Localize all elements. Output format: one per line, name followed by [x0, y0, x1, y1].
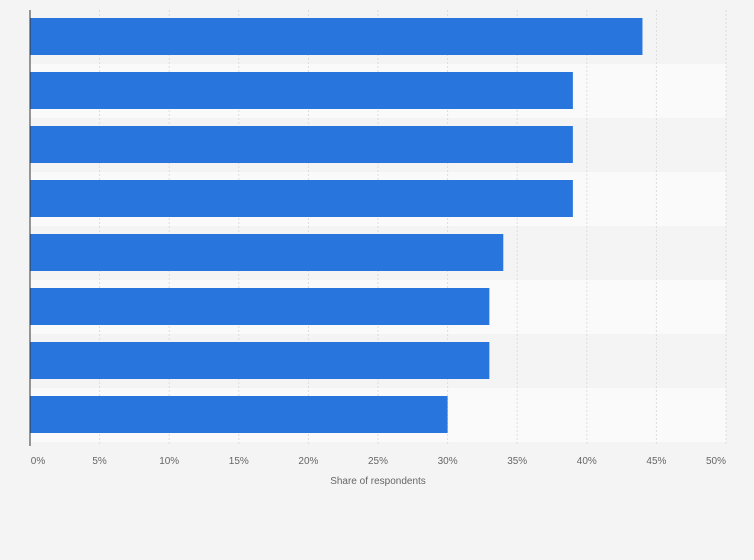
bar[interactable]	[30, 288, 490, 325]
x-tick-label: 20%	[298, 456, 318, 467]
bars	[30, 18, 643, 433]
bar[interactable]	[30, 396, 448, 433]
x-tick-label: 10%	[159, 456, 179, 467]
bar[interactable]	[30, 18, 643, 55]
x-tick-label: 50%	[706, 456, 726, 467]
x-axis-title: Share of respondents	[330, 476, 426, 487]
x-tick-label: 30%	[438, 456, 458, 467]
x-tick-label: 5%	[92, 456, 107, 467]
x-tick-label: 45%	[646, 456, 666, 467]
x-tick-label: 25%	[368, 456, 388, 467]
x-tick-label: 35%	[507, 456, 527, 467]
bar[interactable]	[30, 234, 504, 271]
x-tick-label: 0%	[31, 456, 46, 467]
bar[interactable]	[30, 72, 573, 109]
bar[interactable]	[30, 126, 573, 163]
bar[interactable]	[30, 342, 490, 379]
x-axis-ticks: 0% 5% 10% 15% 20% 25% 30% 35% 40% 45% 50%	[31, 456, 726, 467]
x-tick-label: 40%	[577, 456, 597, 467]
x-tick-label: 15%	[229, 456, 249, 467]
bar[interactable]	[30, 180, 573, 217]
